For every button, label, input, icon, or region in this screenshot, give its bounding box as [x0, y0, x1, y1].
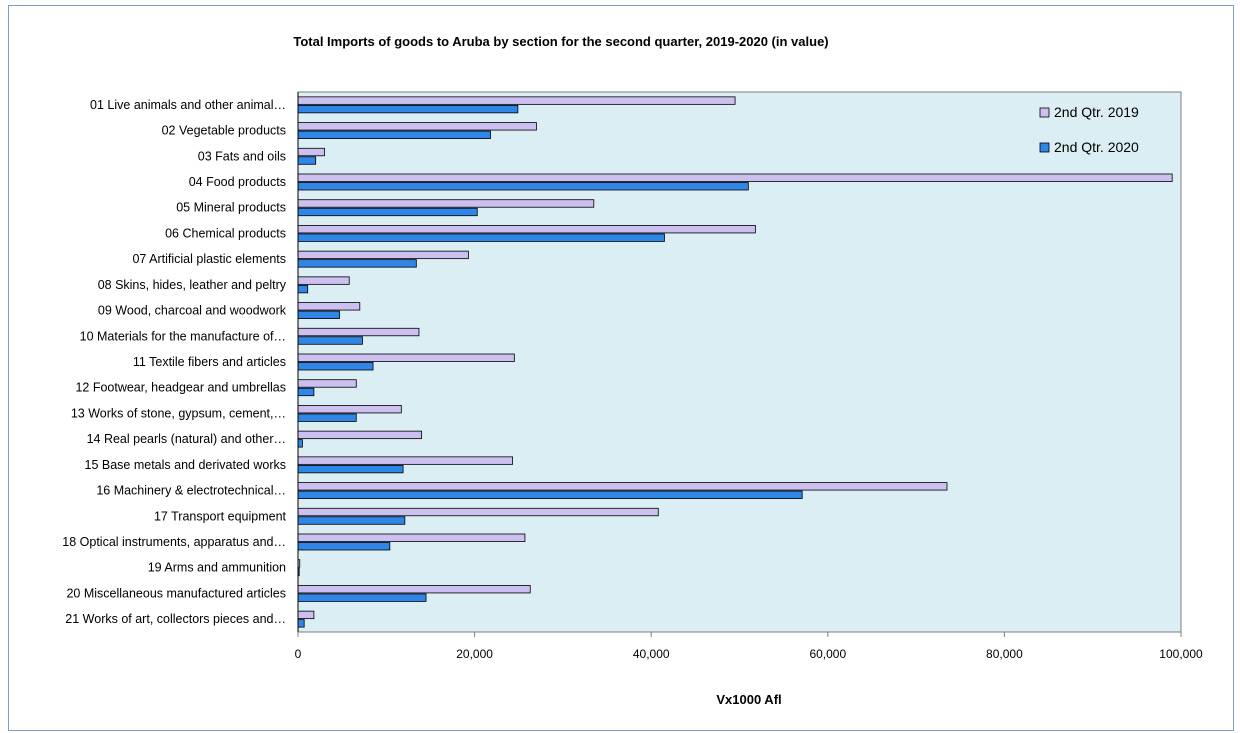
bar-2019-1 [297, 96, 736, 105]
bar-2020-14 [297, 439, 303, 448]
bars [297, 96, 1173, 628]
bar-2020-15 [297, 464, 404, 474]
bar-2019-5 [297, 199, 595, 208]
chart-frame [8, 5, 1234, 731]
x-axis-title: Vx1000 Afl [716, 692, 781, 707]
bar-2020-17 [297, 516, 406, 525]
bar-2020-21 [297, 619, 305, 628]
x-tick-label: 100,000 [1159, 647, 1203, 661]
bar-2019-3 [297, 147, 325, 157]
bar-2019-12 [297, 379, 357, 388]
bar-2020-18 [297, 542, 391, 551]
bar-2019-15 [297, 456, 513, 465]
bar-2020-10 [297, 336, 363, 345]
x-tick-label: 60,000 [809, 647, 846, 661]
bar-2020-5 [297, 207, 478, 217]
category-label: 10 Materials for the manufacture of… [80, 329, 286, 343]
category-label: 08 Skins, hides, leather and peltry [98, 278, 287, 292]
legend-label: 2nd Qtr. 2019 [1054, 104, 1139, 120]
bar-2019-4 [297, 173, 1173, 182]
category-label: 01 Live animals and other animal… [90, 98, 286, 112]
category-label: 07 Artificial plastic elements [132, 252, 286, 266]
category-label: 20 Miscellaneous manufactured articles [66, 586, 286, 600]
bar-2020-1 [297, 104, 519, 114]
category-label: 04 Food products [189, 175, 286, 189]
x-tick-label: 20,000 [456, 647, 493, 661]
x-tick-label: 40,000 [633, 647, 670, 661]
bar-2019-9 [297, 302, 361, 311]
bar-2019-6 [297, 225, 756, 234]
bar-2019-21 [297, 610, 315, 620]
bar-2019-16 [297, 482, 948, 491]
category-label: 17 Transport equipment [154, 509, 287, 523]
category-label: 18 Optical instruments, apparatus and… [62, 535, 286, 549]
category-label: 02 Vegetable products [162, 124, 286, 138]
bar-2019-17 [297, 507, 659, 517]
category-label: 11 Textile fibers and articles [133, 355, 286, 369]
bar-2019-11 [297, 353, 515, 362]
legend-swatch [1039, 142, 1050, 153]
legend: 2nd Qtr. 2019 2nd Qtr. 2020 [1039, 104, 1139, 155]
category-label: 16 Machinery & electrotechnical… [96, 484, 286, 498]
bar-2019-13 [297, 405, 402, 414]
bar-2019-8 [297, 276, 350, 285]
bar-2019-10 [297, 327, 420, 337]
plot-area [297, 91, 1182, 633]
bar-2019-18 [297, 533, 526, 542]
category-label: 14 Real pearls (natural) and other… [87, 432, 286, 446]
category-label: 13 Works of stone, gypsum, cement,… [71, 406, 286, 420]
bar-2019-20 [297, 585, 531, 594]
category-label: 21 Works of art, collectors pieces and… [65, 612, 286, 626]
category-label: 06 Chemical products [165, 226, 286, 240]
bar-2020-11 [297, 362, 374, 371]
bar-2020-3 [297, 156, 317, 165]
category-label: 05 Mineral products [176, 201, 286, 215]
bar-2019-7 [297, 250, 469, 260]
legend-label: 2nd Qtr. 2020 [1054, 139, 1139, 155]
x-tick-label: 80,000 [986, 647, 1023, 661]
bar-2019-2 [297, 122, 537, 131]
x-tick-label: 0 [295, 647, 302, 661]
category-label: 03 Fats and oils [198, 149, 286, 163]
chart-title: Total Imports of goods to Aruba by secti… [293, 34, 828, 49]
bar-2020-6 [297, 233, 665, 242]
category-labels: 01 Live animals and other animal… 02 Vege… [62, 98, 286, 626]
x-axis-ticks: 0 20,000 40,000 60,000 80,000 100,000 [295, 632, 1203, 661]
category-label: 12 Footwear, headgear and umbrellas [75, 381, 286, 395]
bar-2020-16 [297, 490, 803, 499]
bar-2020-2 [297, 130, 491, 139]
legend-swatch [1039, 107, 1050, 118]
category-label: 19 Arms and ammunition [148, 561, 286, 575]
category-label: 15 Base metals and derivated works [85, 458, 287, 472]
bar-2020-4 [297, 182, 749, 191]
bar-2020-13 [297, 413, 357, 422]
bar-2019-14 [297, 430, 423, 440]
bar-2020-7 [297, 259, 417, 268]
category-label: 09 Wood, charcoal and woodwork [98, 304, 287, 318]
bar-2020-8 [297, 284, 309, 294]
bar-2020-20 [297, 593, 427, 602]
bar-2020-9 [297, 310, 340, 319]
bar-2020-12 [297, 387, 315, 397]
